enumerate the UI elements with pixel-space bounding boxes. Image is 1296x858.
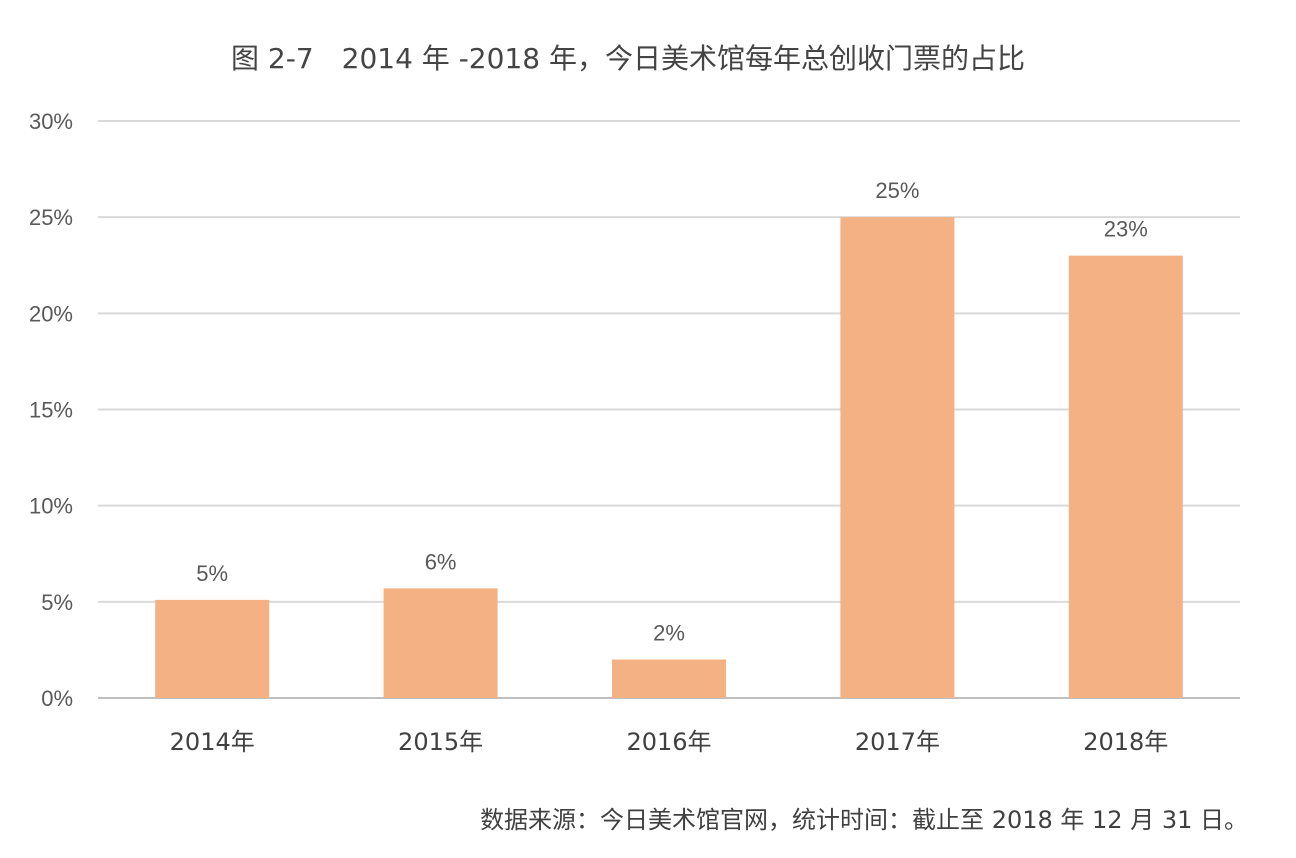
x-tick-label: 2014年	[170, 728, 255, 756]
y-tick-label: 0%	[41, 686, 73, 711]
x-axis-ticks: 2014年 2015年 2016年 2017年 2018年	[170, 728, 1169, 756]
data-label: 6%	[425, 549, 457, 574]
x-tick-label: 2015年	[398, 728, 483, 756]
data-label: 5%	[196, 561, 228, 586]
x-tick-label: 2018年	[1083, 728, 1168, 756]
data-label: 23%	[1104, 217, 1148, 242]
bars	[155, 217, 1183, 698]
chart-title: 图 2-7 2014 年 -2018 年，今日美术馆每年总创收门票的占比	[231, 42, 1025, 75]
x-tick-label: 2017年	[855, 728, 940, 756]
bar	[612, 659, 726, 698]
bar	[383, 588, 498, 698]
bar	[840, 217, 955, 698]
bar	[1068, 255, 1183, 698]
data-label: 25%	[875, 178, 919, 203]
y-axis-ticks: 0% 5% 10% 15% 20% 25% 30%	[29, 109, 73, 711]
y-tick-label: 30%	[29, 109, 73, 134]
bar	[155, 599, 270, 698]
data-labels: 5% 6% 2% 25% 23%	[196, 178, 1148, 645]
y-tick-label: 15%	[29, 398, 73, 423]
data-label: 2%	[653, 621, 685, 646]
y-tick-label: 20%	[29, 301, 73, 326]
gridlines	[98, 120, 1240, 699]
y-tick-label: 25%	[29, 205, 73, 230]
source-note: 数据来源：今日美术馆官网，统计时间：截止至 2018 年 12 月 31 日。	[480, 806, 1248, 834]
y-tick-label: 10%	[29, 494, 73, 519]
x-tick-label: 2016年	[626, 728, 711, 756]
y-tick-label: 5%	[41, 590, 73, 615]
